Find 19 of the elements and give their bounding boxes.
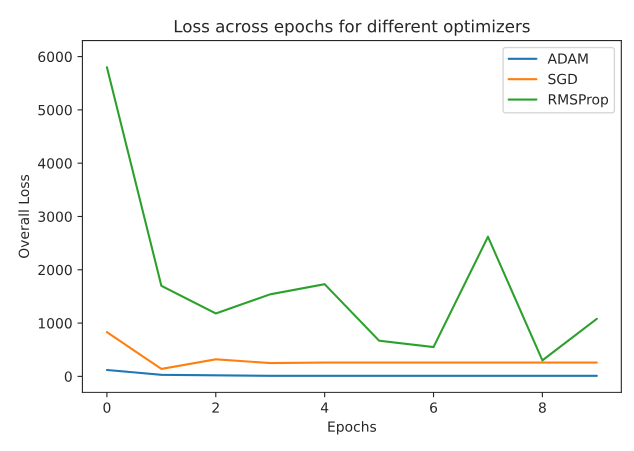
- x-tick-label: 2: [212, 402, 219, 413]
- y-tick-label: 3000: [38, 211, 72, 222]
- y-tick-label: 2000: [38, 264, 72, 276]
- legend-label: ADAM: [548, 54, 588, 64]
- x-axis-title: Epochs: [328, 421, 376, 435]
- legend-label: SGD: [548, 74, 577, 84]
- y-tick-label: 1000: [38, 318, 72, 329]
- y-tick-label: 4000: [38, 158, 72, 169]
- y-tick-label: 6000: [38, 52, 72, 62]
- y-tick-label: 0: [64, 371, 72, 382]
- legend-label: RMSProp: [548, 94, 608, 108]
- x-tick-label: 0: [103, 402, 110, 413]
- x-tick-label: 8: [538, 402, 546, 413]
- chart-title: Loss across epochs for different optimizers: [174, 20, 530, 36]
- x-tick-label: 4: [320, 402, 328, 413]
- y-tick-label: 5000: [38, 104, 72, 116]
- x-tick-label: 6: [430, 402, 438, 413]
- y-axis-title: Overall Loss: [18, 174, 30, 258]
- line-series: [106, 331, 598, 370]
